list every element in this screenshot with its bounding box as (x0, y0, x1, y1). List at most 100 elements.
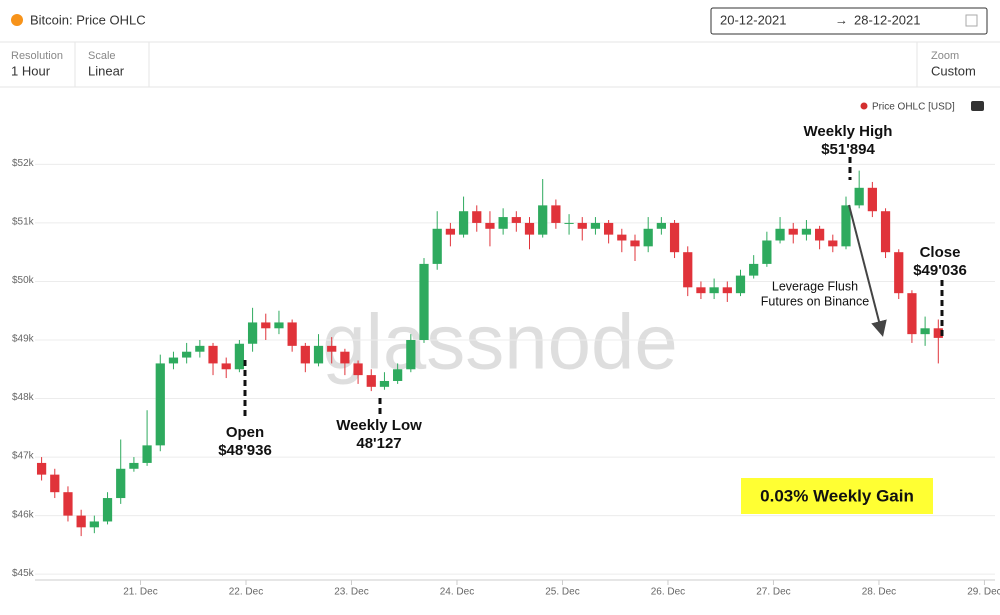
candle-body (564, 222, 574, 224)
candle-body (485, 222, 495, 229)
y-tick-label: $50k (12, 275, 35, 286)
candle-body (327, 345, 337, 352)
candle-body (221, 363, 231, 370)
candle-body (907, 293, 917, 335)
annotation: $51'894 (821, 141, 875, 158)
candle-body (274, 322, 284, 329)
x-tick-label: 24. Dec (440, 587, 474, 598)
candle-body (775, 228, 785, 241)
annotation: 0.03% Weekly Gain (760, 486, 914, 505)
control-label: Resolution (11, 50, 63, 62)
candle-body (458, 211, 469, 235)
date-from[interactable]: 20-12-2021 (720, 12, 787, 27)
candle-body (538, 205, 548, 235)
candle-body (195, 345, 205, 352)
date-to[interactable]: 28-12-2021 (854, 12, 921, 27)
candle-body (313, 345, 324, 364)
x-tick-label: 28. Dec (862, 587, 896, 598)
candle-body (735, 275, 746, 294)
y-tick-label: $52k (12, 158, 35, 169)
candle-body (788, 228, 798, 235)
candle-body (604, 222, 614, 235)
x-tick-label: 26. Dec (651, 587, 685, 598)
candle-body (656, 222, 666, 229)
x-tick-label: 29. Dec (967, 587, 1000, 598)
candle-body (894, 252, 904, 294)
annotation-arrow (848, 204, 887, 337)
candle-body (287, 322, 297, 346)
annotation: Futures on Binance (761, 294, 869, 308)
legend-label[interactable]: Price OHLC [USD] (872, 102, 955, 113)
candle-body (155, 363, 165, 446)
camera-icon[interactable] (971, 101, 984, 111)
y-tick-label: $46k (12, 509, 35, 520)
candle-body (353, 363, 363, 376)
control-value[interactable]: Custom (931, 63, 976, 78)
candle-body (63, 492, 73, 516)
candle-body (247, 322, 258, 344)
watermark: glassnode (322, 298, 678, 386)
candle-body (643, 228, 653, 247)
control-value[interactable]: 1 Hour (11, 63, 51, 78)
candle-body (234, 343, 245, 370)
annotation: Weekly Low (336, 417, 422, 434)
candle-body (379, 380, 390, 387)
candle-body (933, 328, 943, 338)
candle-body (472, 211, 482, 223)
annotation: $48'936 (218, 442, 272, 459)
candle-body (551, 205, 561, 223)
candle-body (168, 357, 179, 364)
y-tick-label: $48k (12, 392, 35, 403)
date-arrow: → (835, 12, 848, 27)
candle-body (182, 351, 192, 358)
candle-body (340, 351, 350, 364)
control-label: Zoom (931, 50, 959, 62)
legend-swatch (860, 102, 868, 110)
date-range-input[interactable] (710, 7, 988, 35)
y-tick-label: $51k (12, 217, 35, 228)
candle-body (709, 287, 719, 294)
candle-body (102, 498, 113, 522)
candle-body (762, 240, 772, 264)
y-tick-label: $49k (12, 334, 35, 345)
candle-body (841, 205, 851, 247)
candle-body (116, 468, 126, 499)
candle-body (76, 515, 86, 528)
header-title: Bitcoin: Price OHLC (30, 12, 146, 27)
candle-body (880, 211, 891, 253)
candle-body (577, 222, 587, 229)
x-tick-label: 21. Dec (123, 587, 157, 598)
candle-body (511, 217, 521, 223)
candle-body (300, 345, 310, 364)
candle-body (142, 445, 152, 463)
candle-body (801, 228, 812, 235)
x-tick-label: 22. Dec (229, 587, 263, 598)
candle-body (590, 222, 601, 229)
candle-body (630, 240, 640, 247)
candle-body (89, 521, 99, 528)
candle-body (683, 252, 693, 288)
candle-body (696, 287, 706, 294)
candle-body (920, 328, 930, 335)
annotation: 48'127 (356, 435, 401, 452)
candle-body (445, 228, 455, 235)
candle-body (432, 228, 442, 264)
x-tick-label: 23. Dec (334, 587, 368, 598)
candle-body (419, 263, 429, 340)
candle-body (208, 345, 218, 364)
candle-body (261, 322, 271, 329)
candle-body (498, 217, 508, 229)
annotation-box (741, 478, 933, 514)
annotation: Leverage Flush (772, 279, 858, 293)
coin-icon (11, 14, 23, 26)
candle-body (393, 369, 403, 381)
candle-body (749, 263, 759, 276)
candle-body (854, 187, 864, 206)
annotation: Weekly High (804, 123, 893, 140)
candle-body (617, 234, 627, 241)
control-value[interactable]: Linear (88, 63, 125, 78)
candle-body (867, 187, 877, 212)
x-tick-label: 27. Dec (756, 587, 790, 598)
calendar-icon[interactable] (965, 14, 978, 27)
